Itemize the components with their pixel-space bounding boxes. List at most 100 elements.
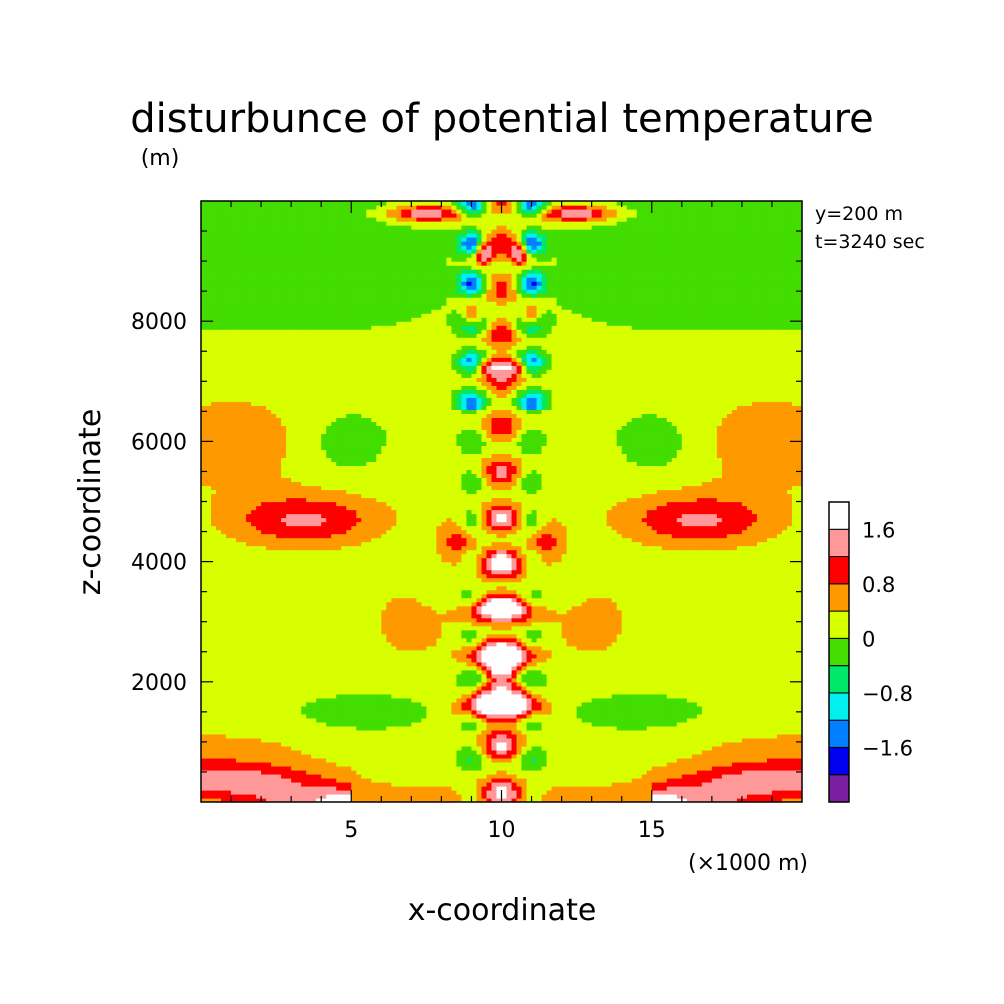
field-cell: [311, 797, 317, 802]
field-cell: [341, 773, 347, 779]
field-cell: [446, 697, 453, 703]
field-cell: [211, 681, 217, 687]
field-cell: [511, 697, 518, 703]
field-cell: [661, 669, 668, 675]
field-cell: [381, 773, 387, 779]
field-cell: [691, 745, 698, 751]
field-cell: [506, 669, 513, 675]
field-cell: [386, 633, 392, 639]
field-cell: [741, 701, 748, 707]
field-cell: [416, 789, 422, 795]
field-cell: [711, 753, 718, 759]
field-cell: [431, 705, 437, 711]
field-cell: [451, 721, 458, 727]
field-cell: [491, 737, 498, 743]
field-cell: [776, 669, 783, 675]
field-cell: [296, 733, 302, 739]
field-cell: [371, 737, 377, 743]
field-cell: [206, 685, 212, 691]
field-cell: [376, 733, 382, 739]
field-cell: [296, 765, 302, 771]
field-cell: [531, 645, 538, 651]
field-cell: [326, 729, 332, 735]
field-cell: [731, 657, 738, 663]
field-cell: [661, 645, 668, 651]
field-cell: [566, 729, 573, 735]
field-cell: [261, 761, 267, 767]
field-cell: [591, 757, 598, 763]
field-cell: [266, 769, 272, 775]
field-cell: [466, 773, 473, 779]
field-cell: [796, 665, 802, 671]
field-cell: [676, 757, 683, 763]
field-cell: [371, 725, 377, 731]
field-cell: [556, 713, 563, 719]
field-cell: [561, 657, 568, 663]
field-cell: [546, 689, 553, 695]
field-cell: [251, 677, 257, 683]
field-cell: [591, 705, 598, 711]
field-cell: [766, 689, 773, 695]
field-cell: [741, 673, 748, 679]
field-cell: [486, 645, 493, 651]
field-cell: [676, 685, 683, 691]
field-cell: [306, 733, 312, 739]
field-cell: [721, 725, 728, 731]
field-cell: [471, 753, 478, 759]
field-cell: [701, 781, 708, 787]
field-cell: [631, 681, 638, 687]
field-cell: [326, 713, 332, 719]
field-cell: [396, 673, 402, 679]
field-cell: [291, 789, 297, 795]
field-cell: [496, 713, 503, 719]
field-cell: [726, 701, 733, 707]
field-cell: [321, 661, 327, 667]
field-cell: [661, 673, 668, 679]
field-cell: [201, 645, 207, 651]
field-cell: [566, 725, 573, 731]
field-cell: [341, 633, 347, 639]
field-cell: [381, 785, 387, 791]
field-cell: [566, 769, 573, 775]
field-cell: [286, 713, 292, 719]
field-cell: [561, 633, 568, 639]
field-cell: [741, 709, 748, 715]
field-cell: [411, 645, 417, 651]
field-cell: [461, 717, 468, 723]
field-cell: [371, 697, 377, 703]
field-cell: [386, 653, 392, 659]
field-cell: [711, 733, 718, 739]
field-cell: [331, 769, 337, 775]
field-cell: [451, 737, 458, 743]
field-cell: [566, 745, 573, 751]
field-cell: [421, 797, 427, 802]
field-cell: [481, 641, 488, 647]
field-cell: [371, 721, 377, 727]
field-cell: [706, 785, 713, 791]
field-cell: [446, 641, 453, 647]
field-cell: [611, 749, 618, 755]
field-cell: [586, 729, 593, 735]
field-cell: [566, 649, 573, 655]
field-cell: [676, 769, 683, 775]
field-cell: [521, 633, 528, 639]
field-cell: [756, 677, 763, 683]
field-cell: [316, 793, 322, 799]
field-cell: [661, 789, 668, 795]
field-cell: [616, 749, 623, 755]
field-cell: [416, 673, 422, 679]
field-cell: [386, 769, 392, 775]
field-cell: [491, 649, 498, 655]
field-cell: [716, 773, 723, 779]
field-cell: [736, 765, 743, 771]
field-cell: [701, 709, 708, 715]
field-cell: [311, 633, 317, 639]
field-cell: [306, 669, 312, 675]
field-cell: [326, 721, 332, 727]
field-cell: [581, 721, 588, 727]
field-cell: [606, 721, 613, 727]
field-cell: [486, 637, 493, 643]
field-cell: [556, 781, 563, 787]
field-cell: [271, 697, 277, 703]
field-cell: [451, 745, 458, 751]
